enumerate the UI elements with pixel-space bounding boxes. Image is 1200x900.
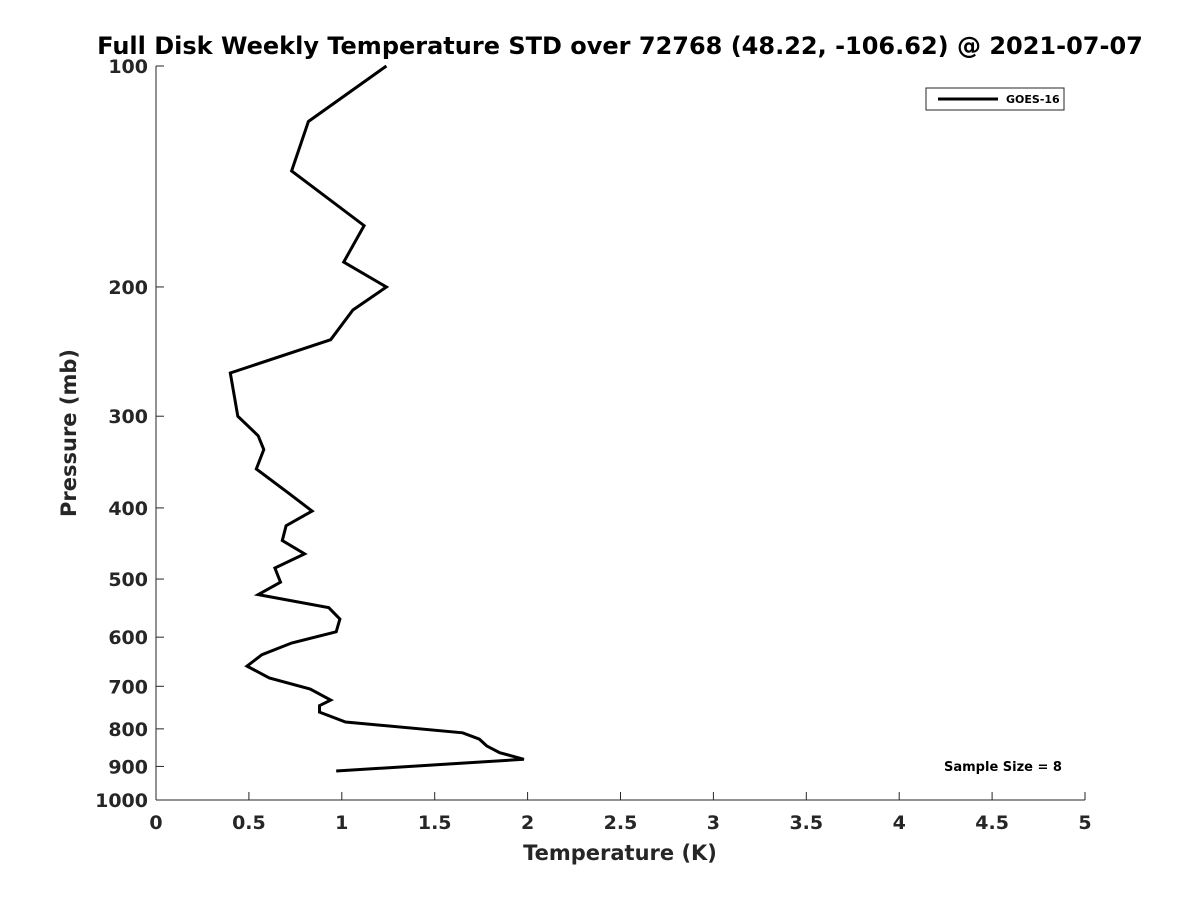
x-tick-label: 3 (707, 812, 720, 834)
x-tick-label: 4.5 (975, 812, 1009, 834)
legend: GOES-16 (925, 87, 1065, 111)
y-tick-label: 700 (108, 676, 148, 698)
y-tick-label: 900 (108, 756, 148, 778)
x-ticks: 0 0.5 1 1.5 2 2.5 3 3.5 4 4.5 5 (149, 792, 1092, 834)
y-tick-label: 500 (108, 569, 148, 591)
series-layer (228, 64, 525, 773)
x-tick-label: 2.5 (604, 812, 638, 834)
x-tick-label: 1 (335, 812, 348, 834)
x-tick-label: 5 (1078, 812, 1091, 834)
y-tick-label: 1000 (95, 790, 148, 812)
x-axis-label: Temperature (K) (523, 841, 717, 865)
x-tick-label: 1.5 (418, 812, 452, 834)
legend-label-goes-16: GOES-16 (1006, 93, 1060, 106)
x-tick-label: 4 (893, 812, 906, 834)
y-tick-label: 600 (108, 627, 148, 649)
y-tick-label: 300 (108, 406, 148, 428)
y-tick-label: 400 (108, 498, 148, 520)
sample-size-annotation: Sample Size = 8 (944, 760, 1062, 775)
y-axis-label: Pressure (mb) (57, 349, 81, 517)
y-tick-label: 800 (108, 719, 148, 741)
x-tick-label: 0.5 (232, 812, 266, 834)
y-tick-label: 100 (108, 56, 148, 78)
x-tick-label: 0 (149, 812, 162, 834)
x-tick-label: 2 (521, 812, 534, 834)
x-tick-label: 3.5 (789, 812, 823, 834)
y-tick-label: 200 (108, 277, 148, 299)
series-line-goes-16 (228, 64, 525, 773)
chart-title: Full Disk Weekly Temperature STD over 72… (97, 32, 1143, 60)
y-ticks: 100 200 300 400 500 600 700 800 900 1000 (95, 56, 164, 812)
